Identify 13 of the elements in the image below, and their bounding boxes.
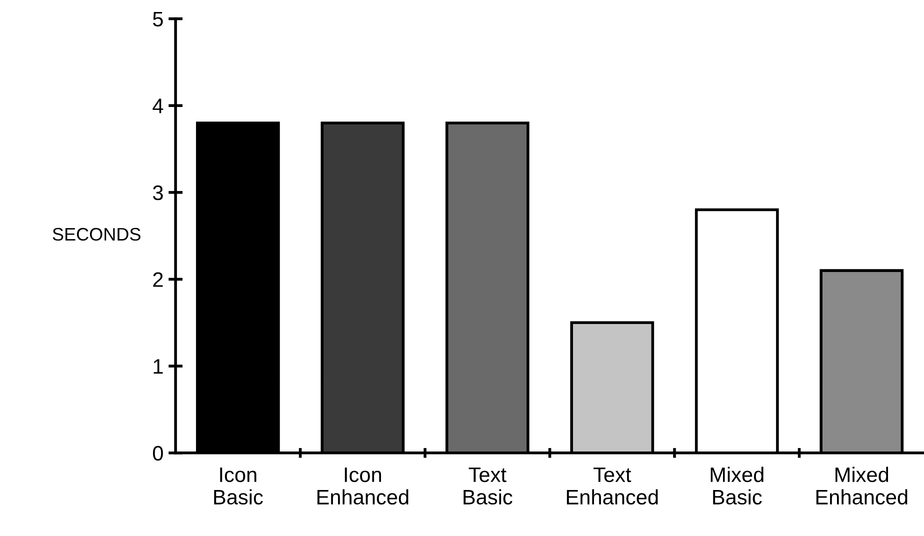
x-tick-label: Text Enhanced — [566, 468, 658, 505]
y-tick-label: 5 — [153, 12, 163, 27]
x-tick-label: Mixed Basic — [710, 466, 764, 505]
x-tick-label: Text Basic — [464, 468, 512, 505]
y-tick-label: 2 — [153, 272, 163, 287]
x-tick-label: Mixed Enhanced — [816, 466, 908, 505]
x-tick-label: Icon Basic — [214, 468, 263, 505]
y-axis-title: SECONDS — [52, 228, 140, 241]
y-tick-label: 3 — [152, 185, 163, 200]
y-tick-label: 4 — [152, 98, 164, 114]
x-tick-label: Icon Enhanced — [317, 468, 408, 505]
y-tick-label: 0 — [152, 446, 163, 461]
y-tick-label: 1 — [154, 359, 163, 374]
